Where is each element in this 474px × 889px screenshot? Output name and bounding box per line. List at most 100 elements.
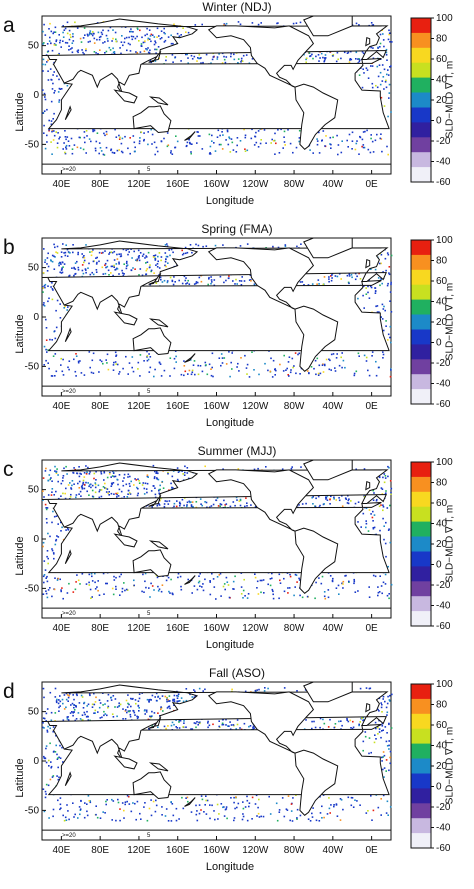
colorbar-tick-label: 40 <box>436 741 448 752</box>
colorbar-label-symbol: ∇ <box>444 79 456 89</box>
x-tick-label: 120E <box>127 179 151 190</box>
colorbar-tick-label: -40 <box>436 157 451 168</box>
y-tick-label: 0 <box>33 312 39 323</box>
colorbar-segment <box>411 684 431 700</box>
colorbar-tick-label: -40 <box>436 379 451 390</box>
y-tick-label: 50 <box>28 707 40 718</box>
colorbar-tick-label: 20 <box>436 95 448 106</box>
x-tick-label: 160W <box>203 401 230 412</box>
colorbar-tick-label: 60 <box>436 720 448 731</box>
colorbar-label-main: SLD−MLD <box>444 89 456 139</box>
x-tick-label: 80W <box>284 623 305 634</box>
colorbar-tick-label: -60 <box>436 399 451 410</box>
x-tick-label: 80W <box>284 179 305 190</box>
panel-winter: Winter (NDJ) a Latitude >=20 5 50 0 -50 40E 80… <box>0 0 474 222</box>
colorbar-tick-label: 20 <box>436 317 448 328</box>
map-svg: >=20 5 50 0 -50 40E 80E 120E 160E 160W 120W 80W 40W 0… <box>25 679 454 856</box>
colorbar-segment <box>411 314 431 330</box>
colorbar-label: SLD−MLD ∇ T, m <box>445 45 456 155</box>
colorbar-segment <box>411 77 431 93</box>
colorbar-segment <box>411 167 431 183</box>
colorbar-tick-label: -60 <box>436 621 451 632</box>
y-tick-label: 50 <box>28 263 40 274</box>
colorbar-label-main: SLD−MLD <box>444 533 456 583</box>
colorbar-segment <box>411 107 431 123</box>
x-tick-label: 40E <box>52 623 70 634</box>
colorbar: 100 80 60 40 20 0 -20 -40 -60 <box>410 13 453 188</box>
colorbar-label-unit: T, m <box>444 504 456 524</box>
colorbar-label-symbol: ∇ <box>444 523 456 533</box>
colorbar-label: SLD−MLD ∇ T, m <box>445 267 456 377</box>
colorbar-segment <box>411 284 431 301</box>
colorbar-label-symbol: ∇ <box>444 301 456 311</box>
x-tick-label: 0E <box>365 179 378 190</box>
x-tick-label: 40E <box>52 179 70 190</box>
x-tick-label: 80W <box>284 401 305 412</box>
map-note-right: 5 <box>147 167 151 173</box>
colorbar-tick-label: 0 <box>436 560 442 571</box>
y-tick-label: -50 <box>25 361 40 372</box>
colorbar-tick-label: 60 <box>436 498 448 509</box>
colorbar-tick-label: 20 <box>436 539 448 550</box>
colorbar-segment <box>411 92 431 108</box>
panel-summer: Summer (MJJ) c Latitude >=20 5 50 0 -50 40E 80… <box>0 444 474 666</box>
x-tick-label: 160W <box>203 623 230 634</box>
x-tick-label: 120E <box>127 845 151 856</box>
colorbar-segment <box>411 536 431 552</box>
colorbar-segment <box>411 581 431 597</box>
colorbar-segment <box>411 240 431 256</box>
x-tick-label: 120W <box>242 623 269 634</box>
x-tick-label: 120W <box>242 845 269 856</box>
map-svg: >=20 5 50 0 -50 40E 80E 120E 160E 160W 120W 80W 40W 0… <box>25 13 454 190</box>
colorbar-segment <box>411 758 431 774</box>
x-tick-label: 120E <box>127 623 151 634</box>
x-tick-label: 160E <box>166 845 190 856</box>
colorbar-label-symbol: ∇ <box>444 745 456 755</box>
colorbar-segment <box>411 491 431 508</box>
colorbar-segment <box>411 359 431 375</box>
colorbar-segment <box>411 773 431 789</box>
y-tick-label: 0 <box>33 90 39 101</box>
x-tick-label: 120W <box>242 401 269 412</box>
x-tick-label: 40W <box>323 401 344 412</box>
panel-letter: c <box>3 458 14 481</box>
longitude-label: Longitude <box>205 417 255 429</box>
colorbar-segment <box>411 833 431 849</box>
colorbar-segment <box>411 329 431 345</box>
panel-title: Winter (NDJ) <box>202 0 272 14</box>
colorbar-tick-label: 0 <box>436 338 442 349</box>
colorbar-segment <box>411 521 431 537</box>
colorbar-label-unit: T, m <box>444 726 456 746</box>
colorbar-tick-label: -20 <box>436 802 451 813</box>
colorbar-label-unit: T, m <box>444 282 456 302</box>
colorbar-segment <box>411 818 431 834</box>
colorbar-tick-label: -20 <box>436 136 451 147</box>
coastlines <box>41 15 392 175</box>
colorbar: 100 80 60 40 20 0 -20 -40 -60 <box>410 457 453 632</box>
colorbar-segment <box>411 743 431 759</box>
map-note-left: >=20 <box>62 611 76 617</box>
colorbar-tick-label: 100 <box>436 235 453 246</box>
coastlines <box>41 681 392 841</box>
x-tick-label: 80E <box>91 401 109 412</box>
colorbar-tick-label: 100 <box>436 13 453 24</box>
colorbar-tick-label: 80 <box>436 700 448 711</box>
colorbar-segment <box>411 566 431 582</box>
x-tick-label: 160E <box>166 401 190 412</box>
x-tick-label: 160W <box>203 179 230 190</box>
colorbar-tick-label: -40 <box>436 823 451 834</box>
colorbar-segment <box>411 728 431 745</box>
map-note-right: 5 <box>147 389 151 395</box>
x-tick-label: 80E <box>91 179 109 190</box>
x-tick-label: 40W <box>323 623 344 634</box>
x-tick-label: 160E <box>166 179 190 190</box>
y-tick-label: 0 <box>33 534 39 545</box>
colorbar-tick-label: 40 <box>436 75 448 86</box>
colorbar-segment <box>411 254 431 271</box>
panel-letter: a <box>3 14 15 37</box>
panel-letter: b <box>3 236 15 259</box>
y-tick-label: 50 <box>28 41 40 52</box>
longitude-label: Longitude <box>205 195 255 207</box>
colorbar-segment <box>411 462 431 478</box>
colorbar-segment <box>411 611 431 627</box>
